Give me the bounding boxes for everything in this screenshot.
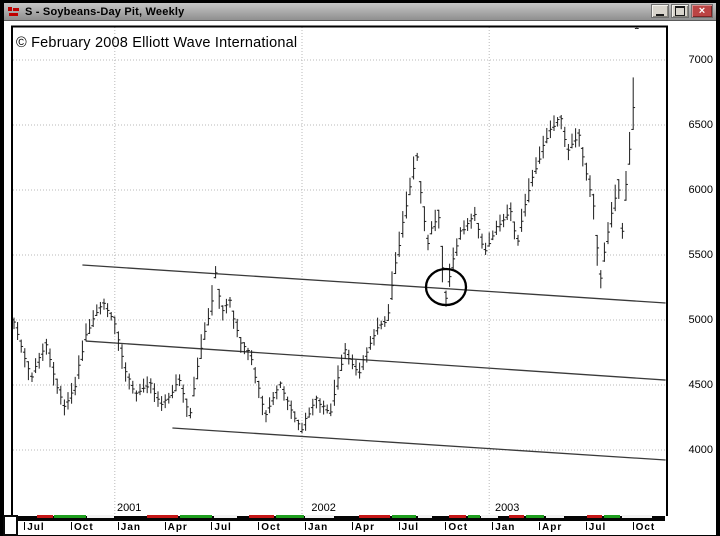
month-tick bbox=[398, 522, 400, 530]
month-tick-label: Jul bbox=[214, 522, 232, 533]
month-tick bbox=[539, 522, 540, 530]
trend-ribbon bbox=[17, 514, 665, 521]
ribbon-segment-red bbox=[359, 514, 390, 518]
ribbon-segment-white bbox=[214, 514, 237, 518]
month-tick bbox=[305, 522, 306, 530]
month-tick-label: Jan bbox=[308, 522, 329, 533]
ribbon-segment-green bbox=[276, 514, 304, 518]
ribbon-segment-red bbox=[449, 514, 466, 518]
minimize-icon bbox=[656, 13, 664, 16]
month-tick bbox=[351, 522, 353, 530]
y-axis-tick-label: 6000 bbox=[688, 184, 713, 196]
ribbon-segment-white bbox=[418, 514, 432, 518]
ribbon-segment-white bbox=[87, 514, 114, 518]
month-tick bbox=[211, 522, 213, 530]
ribbon-segment-green bbox=[468, 514, 480, 518]
app-window: S - Soybeans-Day Pit, Weekly × © Februar… bbox=[3, 3, 716, 536]
price-bars bbox=[12, 27, 639, 434]
app-icon bbox=[7, 6, 21, 18]
ribbon-segment-red bbox=[509, 514, 524, 518]
year-label: 2001 bbox=[116, 502, 142, 514]
month-tick bbox=[585, 522, 587, 530]
title-bar: S - Soybeans-Day Pit, Weekly × bbox=[4, 3, 716, 21]
ribbon-segment-white bbox=[305, 514, 334, 518]
bottom-left-box bbox=[3, 515, 18, 536]
month-tick bbox=[117, 522, 119, 530]
y-axis-tick-label: 4000 bbox=[688, 444, 713, 456]
ribbon-segment-white bbox=[622, 514, 652, 518]
month-tick bbox=[71, 522, 72, 530]
ribbon-segment-green bbox=[392, 514, 416, 518]
restore-button[interactable] bbox=[671, 4, 689, 18]
month-tick-label: Oct bbox=[74, 522, 94, 533]
copyright-label: © February 2008 Elliott Wave Internation… bbox=[16, 35, 298, 51]
ribbon-segment-red bbox=[147, 514, 178, 518]
y-axis-tick-label: 7000 bbox=[688, 54, 713, 66]
price-chart-canvas bbox=[11, 25, 668, 516]
month-tick-label: Jan bbox=[495, 522, 516, 533]
month-tick-label: Oct bbox=[448, 522, 469, 533]
y-axis-tick-label: 6500 bbox=[688, 119, 713, 131]
month-tick bbox=[258, 522, 260, 530]
ribbon-segment-white bbox=[546, 514, 564, 518]
month-tick-label: Apr bbox=[542, 522, 563, 533]
month-tick bbox=[445, 522, 447, 530]
close-icon: × bbox=[698, 5, 706, 17]
minimize-button[interactable] bbox=[651, 4, 669, 18]
month-tick-label: Oct bbox=[635, 522, 656, 533]
month-tick-label: Apr bbox=[354, 522, 376, 533]
month-tick-label: Jul bbox=[401, 522, 420, 533]
month-tick bbox=[164, 522, 166, 530]
circle-annotation bbox=[424, 267, 468, 307]
ribbon-segment-green bbox=[180, 514, 212, 518]
window-controls: × bbox=[651, 4, 713, 19]
ribbon-segment-white bbox=[481, 514, 498, 518]
window-title: S - Soybeans-Day Pit, Weekly bbox=[25, 5, 185, 18]
month-tick bbox=[632, 522, 634, 530]
year-label: 2002 bbox=[311, 502, 336, 514]
upper-channel-line bbox=[82, 264, 666, 304]
trendlines bbox=[82, 264, 666, 461]
plot-border bbox=[11, 25, 668, 516]
month-tick-label: Apr bbox=[167, 522, 188, 533]
restore-icon bbox=[675, 6, 685, 16]
ribbon-segment-red bbox=[249, 514, 274, 518]
ribbon-segment-green bbox=[54, 514, 86, 518]
chart-window-body: © February 2008 Elliott Wave Internation… bbox=[3, 21, 716, 536]
close-button[interactable]: × bbox=[691, 4, 713, 18]
month-tick bbox=[492, 522, 494, 530]
ribbon-segment-green bbox=[526, 514, 544, 518]
ribbon-segment-green bbox=[604, 514, 620, 518]
month-tick-label: Jan bbox=[120, 522, 142, 533]
y-axis-tick-label: 5500 bbox=[688, 249, 713, 261]
time-axis: Jul Oct Jan Apr Jul Oct Jan Apr Jul Oct Jan Apr Jul O… bbox=[4, 521, 716, 535]
month-tick-label: Jul bbox=[27, 522, 45, 533]
ribbon-segment-red bbox=[587, 514, 602, 518]
price-chart: © February 2008 Elliott Wave Internation… bbox=[7, 25, 668, 516]
middle-channel-line bbox=[85, 340, 666, 381]
y-axis-tick-label: 5000 bbox=[688, 314, 713, 326]
lower-channel-line bbox=[172, 427, 666, 461]
year-label: 2003 bbox=[494, 502, 520, 514]
gridlines bbox=[13, 27, 667, 515]
month-tick-label: Oct bbox=[261, 522, 281, 533]
y-axis-tick-label: 4500 bbox=[688, 379, 713, 391]
month-tick-label: Jul bbox=[588, 522, 607, 533]
month-tick bbox=[24, 522, 26, 530]
ribbon-segment-red bbox=[37, 514, 53, 518]
price-axis: 7000 6500 6000 5500 5000 4500 4000 bbox=[668, 25, 716, 516]
